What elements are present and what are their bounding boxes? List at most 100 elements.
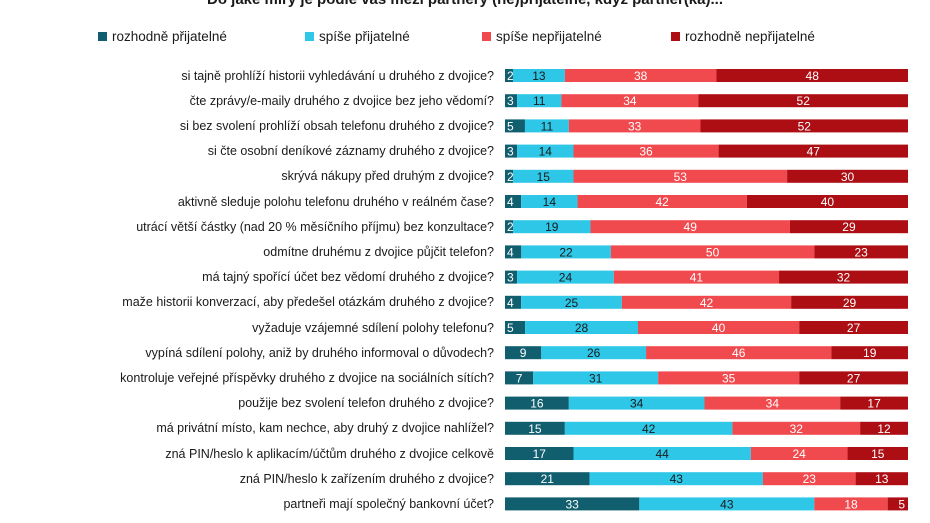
legend-swatch (98, 32, 107, 41)
bar-segment (573, 144, 719, 158)
data-label: 27 (847, 371, 861, 385)
chart-legend: rozhodně přijatelné spíše přijatelné spí… (0, 29, 930, 49)
data-label: 7 (516, 371, 523, 385)
bar-segment (621, 295, 792, 309)
bar-segment (505, 371, 534, 385)
data-label: 52 (797, 94, 811, 108)
bar-segment (505, 346, 542, 360)
data-label: 43 (720, 497, 734, 511)
category-label: si tajně prohlíží historii vyhledávání u… (181, 68, 494, 83)
data-label: 5 (507, 321, 514, 335)
data-label: 32 (790, 422, 804, 436)
category-label: odmítne druhému z dvojice půjčit telefon… (263, 244, 494, 259)
category-label: skrývá nákupy před druhým z dvojice? (281, 169, 494, 184)
data-label: 30 (841, 170, 855, 184)
data-label: 48 (806, 69, 820, 83)
data-label: 31 (589, 371, 603, 385)
data-label: 16 (530, 397, 544, 411)
legend-swatch (482, 32, 491, 41)
bar-segment (505, 144, 518, 158)
data-label: 33 (565, 497, 579, 511)
bar-segment (700, 119, 908, 133)
data-label: 43 (670, 472, 684, 486)
data-label: 40 (821, 195, 835, 209)
bar-segment (505, 94, 518, 108)
bar-segment (658, 371, 800, 385)
data-label: 17 (867, 397, 881, 411)
bar-segment (513, 220, 591, 234)
bar-segment (799, 321, 908, 334)
legend-item-spise-neprijatelne: spíše nepřijatelné (482, 29, 602, 44)
bar-segment (524, 119, 569, 133)
data-label: 46 (732, 346, 746, 360)
bar-segment (573, 447, 751, 460)
data-label: 9 (520, 346, 527, 360)
bar-segment (855, 472, 908, 486)
bar-segment (517, 94, 562, 108)
bar-segment (698, 94, 908, 108)
data-label: 34 (630, 397, 644, 411)
bar-segment (505, 169, 514, 183)
data-label: 5 (898, 497, 905, 511)
category-label: partneři mají společný bankovní účet? (283, 496, 494, 511)
data-label: 29 (842, 220, 856, 234)
data-label: 28 (575, 321, 589, 335)
data-label: 19 (545, 220, 559, 234)
bar-segment (564, 421, 733, 435)
data-label: 24 (793, 447, 807, 461)
data-label: 4 (507, 245, 514, 259)
category-label: použije bez svolení telefon druhého z dv… (238, 396, 494, 411)
data-label: 2 (507, 170, 514, 184)
data-label: 41 (690, 271, 704, 285)
bar-segment (568, 119, 701, 133)
bar-segment (512, 69, 565, 82)
data-label: 11 (533, 94, 546, 108)
bar-segment (750, 447, 848, 460)
data-label: 2 (507, 220, 514, 234)
bar-segment (589, 472, 763, 486)
data-label: 27 (847, 321, 861, 335)
bar-segment (517, 144, 574, 158)
bar-segment (704, 396, 841, 410)
category-label: má privátní místo, kam nechce, aby druhý… (156, 421, 494, 436)
bar-segment (513, 169, 574, 183)
bar-segment (505, 396, 569, 410)
data-label: 35 (722, 371, 736, 385)
category-label: vypíná sdílení polohy, aniž by druhého i… (145, 345, 494, 360)
legend-item-rozhodne-prijatelne: rozhodně přijatelné (98, 29, 227, 44)
data-label: 14 (543, 195, 557, 209)
bar-segment (577, 195, 747, 208)
bar-segment (637, 321, 800, 334)
category-label: aktivně sleduje polohu telefonu druhého … (177, 194, 494, 209)
bar-segment (787, 169, 908, 183)
bar-segment (789, 220, 908, 234)
bar-segment (505, 321, 526, 334)
bar-segment (505, 497, 640, 511)
data-label: 53 (674, 170, 688, 184)
legend-swatch (305, 32, 314, 41)
category-label: si čte osobní deníkové záznamy druhého z… (207, 144, 494, 159)
data-label: 40 (712, 321, 726, 335)
data-label: 3 (507, 271, 514, 285)
bar-segment (564, 69, 717, 82)
data-label: 18 (844, 497, 858, 511)
data-label: 4 (507, 195, 514, 209)
data-label: 42 (700, 296, 714, 310)
data-label: 3 (507, 145, 514, 159)
bar-segment (505, 295, 522, 309)
category-label: kontroluje veřejné příspěvky druhého z d… (120, 370, 494, 385)
data-label: 19 (863, 346, 877, 360)
legend-item-spise-prijatelne: spíše přijatelné (305, 29, 410, 44)
bar-segment (860, 421, 908, 435)
category-label: si bez svolení prohlíží obsah telefonu d… (179, 118, 494, 133)
bar-segment (646, 346, 832, 360)
bar-segment (716, 69, 908, 82)
bar-segment (533, 371, 659, 385)
category-label: zná PIN/heslo k zařízením druhého z dvoj… (239, 471, 494, 486)
bar-segment (517, 270, 614, 284)
data-label: 38 (634, 69, 648, 83)
category-label: má tajný spořící účet bez vědomí druhého… (202, 270, 494, 285)
data-label: 26 (587, 346, 601, 360)
bar-segment (613, 270, 780, 284)
legend-label: spíše přijatelné (319, 29, 410, 44)
